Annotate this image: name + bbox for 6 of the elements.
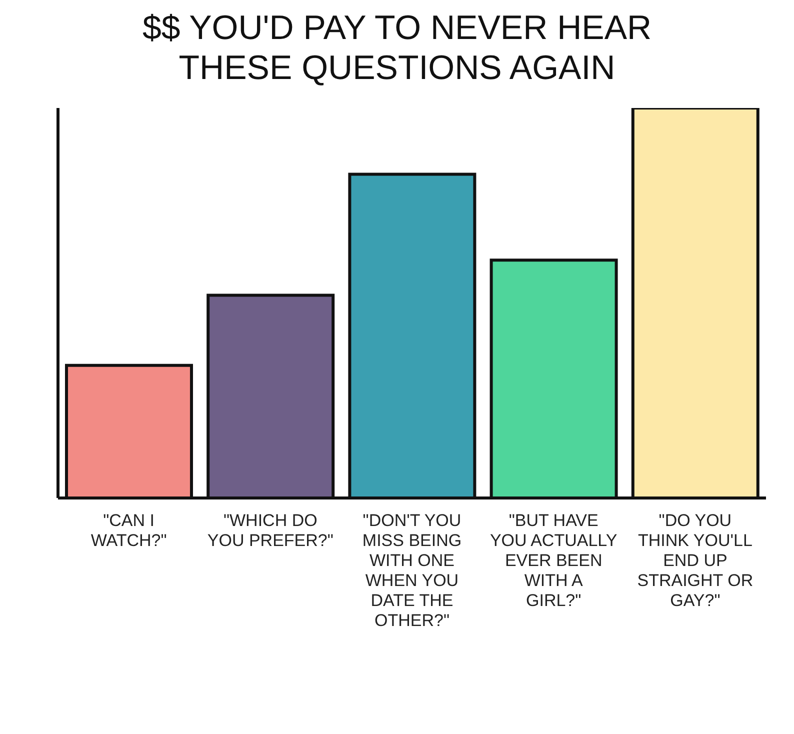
x-tick-label: "DON'T YOU MISS BEING WITH ONE WHEN YOU DATE THE OTHER?" — [362, 511, 462, 630]
chart-title: $$ YOU'D PAY TO NEVER HEAR THESE QUESTIONS AGAIN — [141, 8, 653, 88]
x-tick-label: "BUT HAVE YOU ACTUALLY EVER BEEN WITH A GIRL?" — [490, 511, 618, 610]
x-tick-label: "WHICH DO YOU PREFER?" — [207, 511, 334, 550]
x-tick-label: "DO YOU THINK YOU'LL END UP STRAIGHT OR GAY?" — [637, 511, 754, 610]
x-tick-label: "CAN I WATCH?" — [90, 511, 167, 550]
